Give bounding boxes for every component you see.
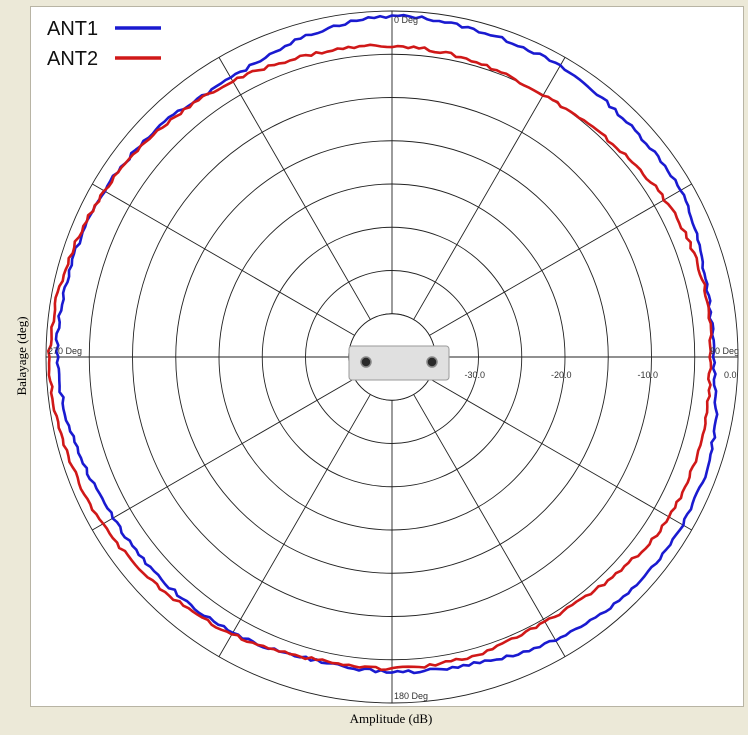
grid-spoke [429,378,692,531]
polar-plot: 0 Deg 90 Deg 180 Deg 270 Deg -30.0 -20.0 -10.0… [45,10,739,704]
grid-spoke [218,394,371,657]
angle-label-0: 0 Deg [394,15,418,25]
antenna-port-right [426,356,438,368]
legend-label-ant1: ANT1 [47,18,98,40]
plot-frame: 0 Deg 90 Deg 180 Deg 270 Deg -30.0 -20.0 -10.0… [30,6,744,707]
y-axis-label: Balayage (deg) [14,316,29,396]
antenna-device-icon [348,345,450,381]
legend: ANT1 ANT2 [47,18,161,70]
device-layer [348,345,450,381]
angle-label-270: 270 Deg [48,346,82,356]
radial-tick-label: -10.0 [638,370,659,380]
angle-label-90: 90 Deg [710,346,739,356]
legend-label-ant2: ANT2 [47,48,98,70]
grid-spoke [413,394,566,657]
grid-spoke [218,57,371,320]
radial-tick-label: -20.0 [551,370,572,380]
grid-spoke [92,378,355,531]
grid-spoke [429,183,692,336]
series-layer [47,13,719,675]
label-layer: 0 Deg 90 Deg 180 Deg 270 Deg -30.0 -20.0 -10.0… [48,15,739,701]
grid-spoke [92,183,355,336]
radial-tick-label: 0.0 [724,370,737,380]
grid-spoke [413,57,566,320]
angle-label-180: 180 Deg [394,691,428,701]
x-axis-label: Amplitude (dB) [349,711,433,726]
radial-tick-label: -30.0 [465,370,486,380]
antenna-port-left [360,356,372,368]
series-line-ant2 [47,43,713,672]
